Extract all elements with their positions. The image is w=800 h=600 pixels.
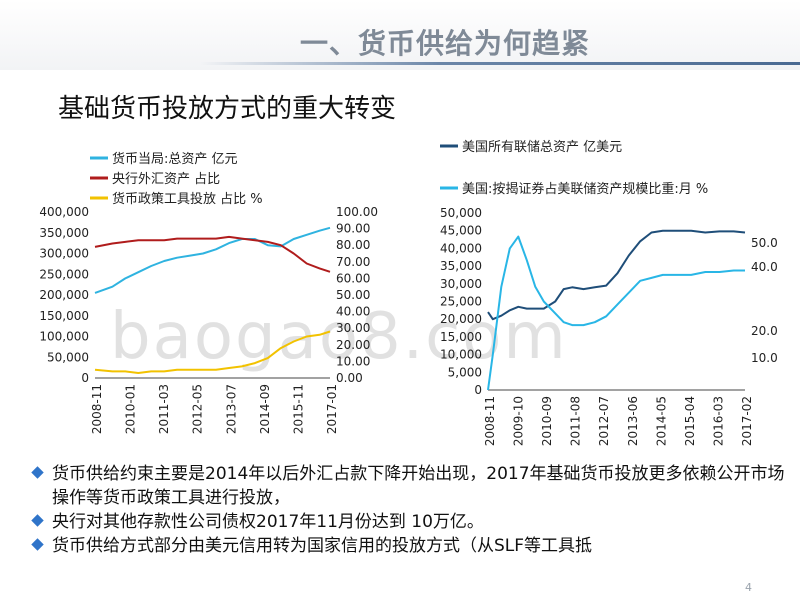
- bullet-list: 货币供给约束主要是2014年以后外汇占款下降开始出现，2017年基础货币投放更多…: [31, 462, 792, 558]
- y-right-tick-label: 0.00: [336, 371, 363, 385]
- series-line: [94, 330, 331, 374]
- x-tick-label: 2008-11: [483, 396, 497, 446]
- y-left-tick-label: 0: [81, 371, 89, 385]
- y-right-tick-label: 70.00: [336, 255, 370, 269]
- y-right-tick-label: 10.00: [336, 354, 370, 368]
- y-left-tick-label: 400,000: [39, 205, 89, 219]
- legend-label: 货币当局:总资产 亿元: [112, 151, 238, 167]
- y-left-tick-label: 250,000: [39, 267, 89, 281]
- y-left-tick-label: 25,000: [440, 295, 482, 309]
- x-tick-label: 2011-08: [569, 396, 583, 446]
- legend-label: 美国所有联储总资产 亿美元: [462, 140, 622, 155]
- x-tick-label: 2013-06: [626, 396, 640, 446]
- slide-subtitle: 基础货币投放方式的重大转变: [58, 94, 397, 124]
- y-right-tick-label: 50.00: [336, 288, 370, 302]
- series-line: [94, 235, 331, 273]
- x-tick-label: 2014-05: [654, 396, 668, 446]
- legend-label: 美国:按揭证券占美联储资产规模比重:月 %: [462, 181, 708, 197]
- x-tick-label: 2010-01: [124, 384, 138, 434]
- x-tick-label: 2012-07: [597, 396, 611, 446]
- y-right-tick-label: 80.00: [336, 238, 370, 252]
- y-left-tick-label: 200,000: [39, 288, 89, 302]
- header-underline: [200, 62, 800, 65]
- y-left-tick-label: 0: [474, 383, 482, 397]
- watermark-text: baogao8.com: [110, 300, 568, 374]
- legend-label: 央行外汇资产 占比: [112, 172, 220, 187]
- y-right-tick-label: 50.0: [751, 236, 778, 250]
- y-right-tick-label: 100.00: [336, 205, 378, 219]
- x-tick-label: 2013-07: [224, 384, 238, 434]
- y-left-tick-label: 5,000: [448, 365, 482, 379]
- y-right-tick-label: 20.0: [751, 324, 778, 338]
- series-line: [487, 235, 745, 391]
- y-right-tick-label: 90.00: [336, 222, 370, 236]
- y-left-tick-label: 35,000: [440, 259, 482, 273]
- header-band: [0, 0, 800, 70]
- x-tick-label: 2017-01: [325, 384, 339, 434]
- x-tick-label: 2014-09: [258, 384, 272, 434]
- y-right-tick-label: 10.0: [751, 351, 778, 365]
- diamond-bullet-icon: [31, 538, 44, 551]
- diamond-bullet-icon: [31, 514, 44, 527]
- y-left-tick-label: 50,000: [440, 206, 482, 220]
- x-tick-label: 2008-11: [90, 384, 104, 434]
- y-left-tick-label: 10,000: [440, 348, 482, 362]
- y-right-tick-label: 40.00: [336, 305, 370, 319]
- y-right-tick-label: 40.0: [751, 260, 778, 274]
- legend-label: 货币政策工具投放 占比 %: [112, 191, 263, 207]
- x-tick-label: 2010-09: [540, 396, 554, 446]
- y-left-tick-label: 15,000: [440, 330, 482, 344]
- bullet-item: 央行对其他存款性公司债权2017年11月份达到 10万亿。: [31, 510, 792, 534]
- y-right-tick-label: 30.00: [336, 321, 370, 335]
- series-line: [487, 229, 746, 321]
- page-header-title: 一、货币供给为何趋紧: [300, 27, 591, 60]
- diamond-bullet-icon: [31, 466, 44, 479]
- y-left-tick-label: 350,000: [39, 226, 89, 240]
- x-tick-label: 2009-10: [512, 396, 526, 446]
- y-left-tick-label: 150,000: [39, 309, 89, 323]
- y-left-tick-label: 30,000: [440, 277, 482, 291]
- x-tick-label: 2011-03: [157, 384, 171, 434]
- y-right-tick-label: 20.00: [336, 338, 370, 352]
- x-tick-label: 2015-11: [291, 384, 305, 434]
- bullet-text: 货币供给约束主要是2014年以后外汇占款下降开始出现，2017年基础货币投放更多…: [52, 464, 785, 508]
- x-tick-label: 2015-04: [683, 396, 697, 446]
- y-right-tick-label: 60.00: [336, 271, 370, 285]
- bullet-item: 货币供给约束主要是2014年以后外汇占款下降开始出现，2017年基础货币投放更多…: [31, 462, 792, 510]
- x-tick-label: 2017-02: [740, 396, 754, 446]
- y-left-tick-label: 50,000: [47, 350, 89, 364]
- x-tick-label: 2012-05: [191, 384, 205, 434]
- y-left-tick-label: 300,000: [39, 247, 89, 261]
- series-line: [94, 226, 331, 294]
- y-left-tick-label: 40,000: [440, 241, 482, 255]
- y-left-tick-label: 20,000: [440, 312, 482, 326]
- y-left-tick-label: 45,000: [440, 224, 482, 238]
- bullet-text: 货币供给方式部分由美元信用转为国家信用的投放方式（从SLF等工具抵: [52, 536, 593, 556]
- bullet-item: 货币供给方式部分由美元信用转为国家信用的投放方式（从SLF等工具抵: [31, 534, 792, 558]
- bullet-text: 央行对其他存款性公司债权2017年11月份达到 10万亿。: [52, 512, 484, 532]
- y-left-tick-label: 100,000: [39, 330, 89, 344]
- x-tick-label: 2016-03: [711, 396, 725, 446]
- page-number: 4: [745, 581, 752, 594]
